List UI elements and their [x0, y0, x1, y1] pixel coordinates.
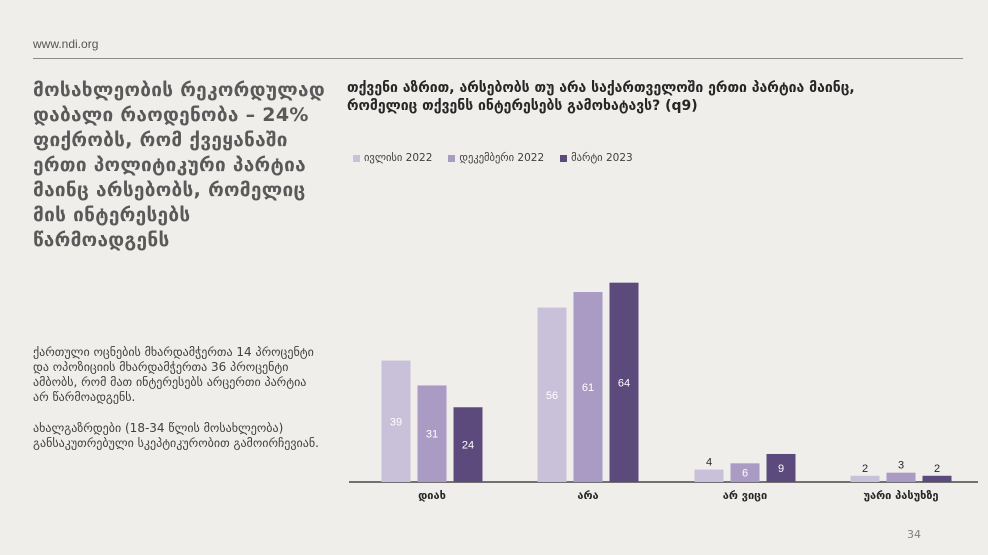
bar — [573, 292, 603, 482]
page-number: 34 — [907, 528, 921, 541]
legend-label: მარტი 2023 — [571, 152, 633, 164]
bar — [453, 407, 483, 482]
bar — [730, 463, 760, 482]
legend-swatch — [560, 154, 568, 162]
bar — [766, 453, 796, 482]
legend-swatch — [448, 154, 456, 162]
bar-value-label: 2 — [934, 463, 940, 475]
site-url: www.ndi.org — [33, 37, 99, 51]
bar — [850, 475, 880, 482]
bar-value-label: 61 — [582, 382, 594, 394]
body-text: ქართული ოცნების მხარდამჭერთა 14 პროცენტი… — [33, 345, 323, 467]
bar — [417, 385, 447, 482]
bar-value-label: 39 — [390, 416, 402, 428]
bar — [609, 282, 639, 482]
chart-title: თქვენი აზრით, არსებობს თუ არა საქართველო… — [347, 80, 855, 114]
bar-value-label: 56 — [546, 390, 558, 402]
legend-label: დეკემბერი 2022 — [459, 152, 545, 164]
bar-value-label: 3 — [898, 460, 904, 472]
chart-legend: ივლისი 2022 დეკემბერი 2022 მარტი 2023 — [353, 152, 633, 164]
headline: მოსახლეობის რეკორდულად დაბალი რაოდენობა … — [33, 79, 325, 251]
legend-label: ივლისი 2022 — [364, 152, 433, 164]
category-label: დიახ — [418, 489, 446, 502]
header-divider — [33, 58, 963, 59]
bar-value-label: 24 — [462, 440, 474, 452]
bar-value-label: 4 — [706, 457, 712, 469]
paragraph-supporters: ქართული ოცნების მხარდამჭერთა 14 პროცენტი… — [33, 345, 314, 404]
category-label: არა — [577, 489, 598, 502]
bar — [922, 475, 952, 482]
legend-swatch — [353, 154, 360, 162]
legend-item-march-2023: მარტი 2023 — [560, 152, 633, 164]
bar-value-label: 64 — [618, 377, 630, 389]
bar — [537, 307, 567, 482]
bar-value-label: 2 — [862, 463, 868, 475]
legend-item-july-2022: ივლისი 2022 — [353, 152, 432, 164]
bar-value-label: 31 — [426, 429, 438, 441]
category-label: არ ვიცი — [723, 489, 767, 502]
paragraph-youth: ახალგაზრდები (18-34 წლის მოსახლეობა) გან… — [33, 421, 319, 450]
bar — [886, 472, 916, 482]
category-label: უარი პასუხზე — [863, 489, 938, 502]
bar — [381, 360, 411, 482]
bar-value-label: 6 — [742, 468, 748, 480]
legend-item-december-2022: დეკემბერი 2022 — [448, 152, 544, 164]
bar — [694, 469, 724, 482]
bar-value-label: 9 — [778, 463, 784, 475]
